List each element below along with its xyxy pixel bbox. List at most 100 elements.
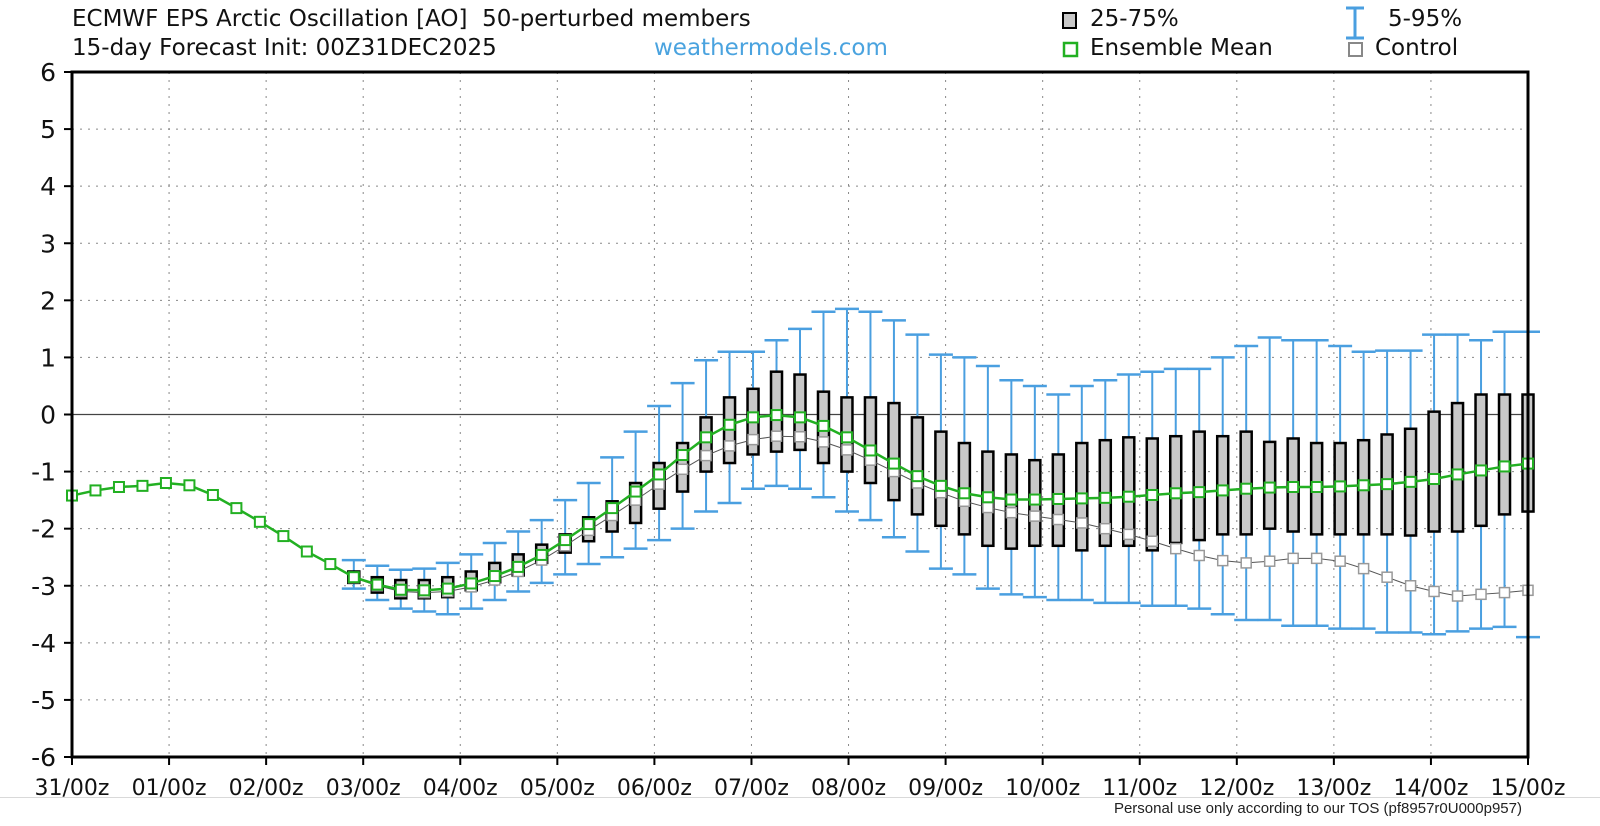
mean-point <box>512 560 525 573</box>
mean-point <box>347 571 360 584</box>
iqr-box <box>934 430 948 528</box>
mean-point <box>582 518 595 531</box>
iqr-box <box>1192 430 1206 542</box>
mean-point <box>1099 491 1112 504</box>
y-tick-label: 4 <box>40 172 56 201</box>
x-tick-label: 12/00z <box>1199 776 1274 801</box>
mean-point <box>1193 486 1206 499</box>
mean-point <box>1240 482 1253 495</box>
chart-title: ECMWF EPS Arctic Oscillation [AO] 50-per… <box>72 6 751 32</box>
mean-point <box>1028 493 1041 506</box>
brand-watermark[interactable]: weathermodels.com <box>654 35 888 61</box>
mean-point <box>112 480 125 493</box>
mean-point <box>1451 468 1464 481</box>
control-point <box>1263 555 1276 567</box>
iqr-box <box>863 396 878 485</box>
control-point <box>747 433 759 446</box>
x-tick-label: 14/00z <box>1393 776 1468 801</box>
mean-point <box>840 431 853 444</box>
mean-point <box>324 558 337 571</box>
mean-point <box>253 515 266 528</box>
mean-point <box>159 477 172 489</box>
iqr-box <box>887 401 901 502</box>
mean-point <box>1052 492 1065 505</box>
mean-point <box>1498 460 1511 473</box>
legend-iqr: 25-75% <box>1062 6 1179 32</box>
mean-point <box>864 444 877 457</box>
iqr-box <box>1497 393 1512 516</box>
mean-point <box>1334 480 1347 493</box>
mean-point <box>1475 464 1488 477</box>
x-tick-label: 04/00z <box>423 776 498 801</box>
control-point <box>1240 557 1252 569</box>
mean-point <box>1263 481 1276 494</box>
x-tick-label: 15/00z <box>1491 776 1566 801</box>
mean-point <box>465 577 478 590</box>
control-point <box>1005 506 1018 519</box>
mean-point <box>794 411 806 424</box>
mean-point <box>371 578 384 591</box>
control-point <box>1498 586 1511 599</box>
mean-point <box>1357 479 1370 492</box>
mean-point <box>418 584 431 597</box>
mean-point <box>441 582 454 595</box>
x-tick-label: 31/00z <box>35 776 110 801</box>
control-point <box>1169 542 1182 555</box>
control-point <box>1193 549 1205 562</box>
control-point <box>1287 552 1299 565</box>
legend-iqr-label: 25-75% <box>1090 6 1179 32</box>
chart-subtitle: 15-day Forecast Init: 00Z31DEC2025 <box>72 35 497 61</box>
control-point <box>864 454 877 466</box>
y-tick-label: 0 <box>40 401 56 430</box>
footer-disclaimer: Personal use only according to our TOS (… <box>1113 800 1522 817</box>
mean-point <box>911 470 924 483</box>
legend-control: Control <box>1347 35 1458 61</box>
mean-point <box>817 419 830 432</box>
control-point <box>982 501 994 514</box>
mean-point <box>887 457 900 470</box>
mean-point <box>1381 478 1394 491</box>
control-point <box>1076 517 1088 529</box>
y-tick-label: 1 <box>40 343 56 372</box>
control-point <box>1451 590 1464 602</box>
mean-point <box>230 502 243 515</box>
mean-point <box>488 570 501 583</box>
control-point <box>1428 585 1440 598</box>
legend-mean-square-icon <box>1062 41 1079 58</box>
control-point <box>1310 552 1323 565</box>
mean-point <box>1169 487 1182 500</box>
mean-point <box>300 545 313 558</box>
legend-mean: Ensemble Mean <box>1062 35 1273 61</box>
mean-point <box>183 479 196 492</box>
iqr-box <box>910 416 925 516</box>
mean-point <box>981 491 994 504</box>
x-tick-label: 08/00z <box>811 776 886 801</box>
control-point <box>1052 513 1065 526</box>
x-tick-label: 05/00z <box>520 776 595 801</box>
control-point <box>1475 588 1487 601</box>
control-point <box>700 449 712 462</box>
mean-point <box>1310 480 1323 493</box>
mean-point <box>606 502 619 515</box>
y-tick-label: -1 <box>31 458 56 487</box>
control-point <box>817 436 830 448</box>
control-point <box>1404 580 1417 592</box>
mean-point <box>700 431 713 444</box>
mean-point <box>1122 490 1135 503</box>
y-tick-label: 3 <box>40 229 56 258</box>
control-point <box>1357 562 1370 575</box>
mean-point <box>1216 484 1229 497</box>
control-point <box>770 430 783 442</box>
mean-point <box>1428 473 1441 486</box>
mean-point <box>206 488 219 501</box>
mean-point <box>1075 492 1088 505</box>
mean-point <box>770 409 783 422</box>
control-point <box>1381 571 1393 583</box>
mean-point <box>653 468 666 481</box>
mean-point <box>1404 475 1417 488</box>
x-tick-label: 07/00z <box>714 776 789 801</box>
control-point <box>1216 554 1229 567</box>
iqr-box <box>1474 393 1488 528</box>
mean-point <box>958 487 971 500</box>
x-tick-label: 01/00z <box>132 776 207 801</box>
